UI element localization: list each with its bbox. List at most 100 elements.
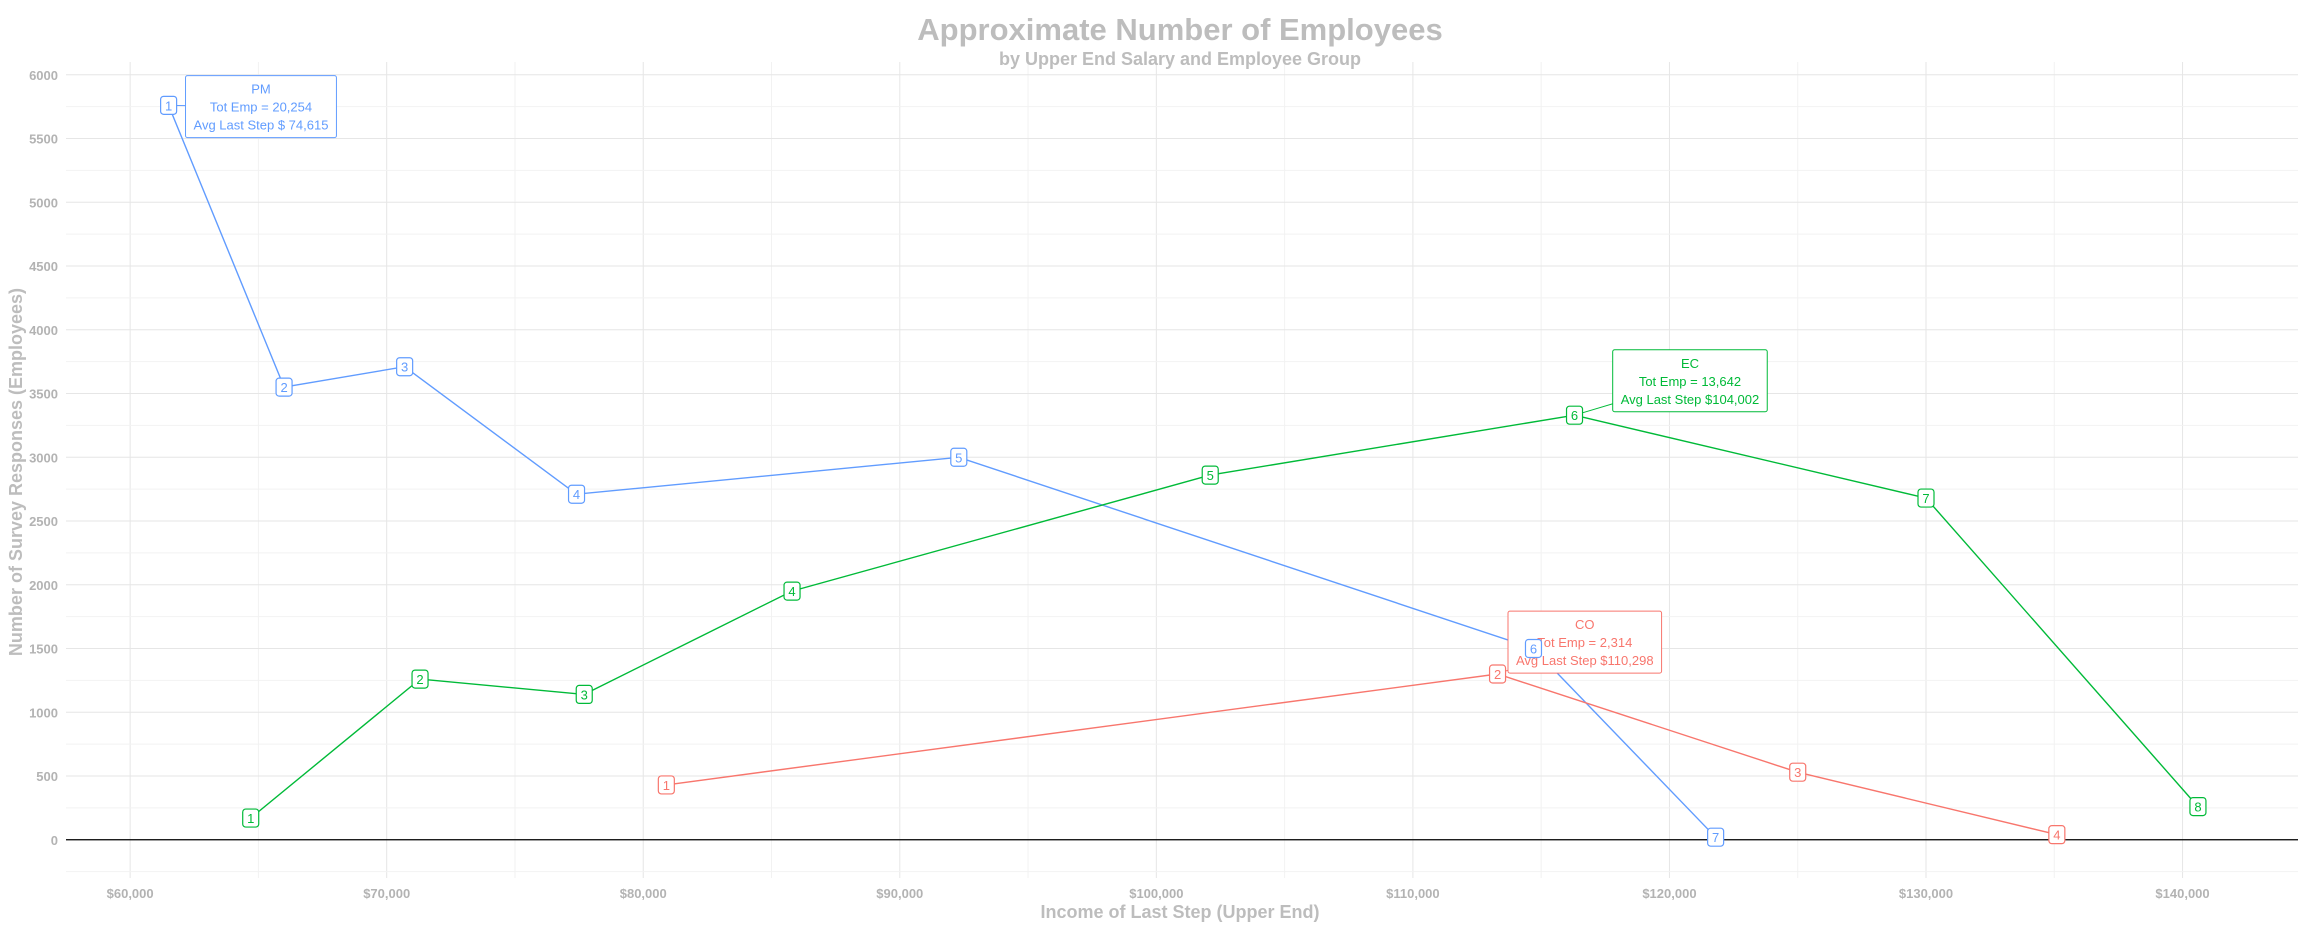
point-ec: 5 (1201, 465, 1219, 485)
point-label: 7 (1922, 491, 1929, 506)
point-label-box (950, 447, 968, 467)
point-ec: 8 (2189, 796, 2207, 817)
point-pm: 7 (1707, 827, 1725, 847)
annotation-co: CO Tot Emp = 2,314 Avg Last Step $110,298 (1497, 610, 1663, 675)
point-label: 4 (788, 584, 795, 599)
point-co: 1 (657, 775, 675, 795)
point-ec: 3 (575, 684, 593, 705)
point-label-box (783, 581, 801, 601)
annotation-box (185, 75, 337, 139)
annotations: PM Tot Emp = 20,254 Avg Last Step $ 74,615… (168, 75, 1768, 675)
x-axis-title: Income of Last Step (Upper End) (1040, 902, 1319, 922)
point-label-box (1524, 638, 1543, 659)
point-co: 3 (1789, 762, 1807, 782)
point-label-box (160, 95, 178, 115)
point-label-box (1917, 488, 1935, 508)
point-label: 3 (581, 687, 588, 702)
y-tick-label: 1500 (29, 642, 58, 657)
point-label: 6 (1530, 642, 1537, 657)
point-label-box (1789, 762, 1807, 782)
annotation-text: Avg Last Step $104,002 (1621, 392, 1760, 407)
annotation-text: Tot Emp = 13,642 (1639, 374, 1741, 389)
x-tick-label: $130,000 (1899, 886, 1953, 901)
y-tick-label: 0 (51, 833, 58, 848)
annotation-text: Avg Last Step $ 74,615 (194, 118, 329, 133)
annotation-text: Tot Emp = 2,314 (1537, 635, 1632, 650)
x-tick-label: $70,000 (363, 886, 410, 901)
y-tick-label: 2000 (29, 578, 58, 593)
chart-subtitle: by Upper End Salary and Employee Group (999, 49, 1361, 69)
point-ec: 1 (242, 808, 260, 828)
point-label-box (567, 484, 586, 504)
point-label: 5 (1207, 468, 1214, 483)
series-line-co (666, 673, 2057, 836)
point-label-box (396, 357, 414, 377)
point-label: 3 (401, 360, 408, 375)
point-label-box (1707, 827, 1725, 847)
point-label: 1 (247, 811, 254, 826)
point-label-box (242, 808, 260, 828)
x-tick-label: $80,000 (620, 886, 667, 901)
point-label-box (2189, 796, 2207, 817)
x-tick-label: $90,000 (876, 886, 923, 901)
point-label-box (1201, 465, 1219, 485)
y-tick-label: 2500 (29, 514, 58, 529)
x-tick-label: $60,000 (107, 886, 154, 901)
point-label-box (275, 377, 293, 397)
y-tick-label: 500 (36, 769, 58, 784)
point-label-box (1565, 405, 1584, 425)
point-label: 2 (280, 380, 287, 395)
point-co: 4 (2048, 825, 2066, 845)
point-label-box (575, 684, 593, 705)
annotation-text: Tot Emp = 20,254 (210, 100, 312, 115)
point-label-box (657, 775, 675, 795)
y-tick-label: 3000 (29, 450, 58, 465)
x-axis-ticks: $60,000 $70,000 $80,000 $90,000 $100,000 $110… (107, 886, 2210, 901)
point-label-box (1488, 664, 1507, 684)
y-tick-label: 5500 (29, 132, 58, 147)
point-label: 6 (1571, 408, 1578, 423)
point-ec: 7 (1917, 488, 1935, 508)
point-label: 7 (1712, 830, 1719, 845)
series-lines (167, 105, 2199, 838)
point-ec: 2 (411, 669, 429, 689)
annotation-box (1507, 610, 1663, 674)
chart-title: Approximate Number of Employees (917, 12, 1442, 47)
point-label-box (411, 669, 429, 689)
annotation-box (1612, 349, 1768, 413)
point-label: 1 (165, 98, 172, 113)
series-points: 1 2 3 4 5 6 7 1 2 3 4 5 6 7 8 1 2 3 4 (160, 95, 2207, 847)
point-label: 3 (1794, 765, 1801, 780)
annotation-pm: PM Tot Emp = 20,254 Avg Last Step $ 74,615 (168, 75, 337, 139)
y-tick-label: 5000 (29, 195, 58, 210)
point-pm: 6 (1524, 638, 1543, 659)
series-line-pm (167, 105, 1717, 838)
annotation-text: EC (1681, 356, 1699, 371)
y-axis-ticks: 0 500 1000 1500 2000 2500 3000 3500 4000 4500 5000… (29, 68, 58, 848)
point-label: 5 (955, 450, 962, 465)
point-label: 2 (1494, 667, 1501, 682)
point-label: 4 (2053, 828, 2060, 843)
x-tick-label: $100,000 (1129, 886, 1183, 901)
point-ec: 6 (1565, 405, 1584, 425)
y-tick-label: 1000 (29, 705, 58, 720)
point-pm: 5 (950, 447, 968, 467)
y-axis-title: Number of Survey Responses (Employees) (6, 288, 26, 656)
x-tick-label: $120,000 (1642, 886, 1696, 901)
series-line-ec (250, 414, 2199, 819)
point-pm: 2 (275, 377, 293, 397)
point-co: 2 (1488, 664, 1507, 684)
x-tick-label: $110,000 (1386, 886, 1440, 901)
x-tick-label: $140,000 (2155, 886, 2209, 901)
point-label: 4 (573, 487, 580, 502)
point-label-box (2048, 825, 2066, 845)
point-pm: 1 (160, 95, 178, 115)
y-tick-label: 6000 (29, 68, 58, 83)
point-pm: 3 (396, 357, 414, 377)
y-tick-label: 4500 (29, 259, 58, 274)
annotation-text: Avg Last Step $110,298 (1516, 653, 1654, 668)
grid (66, 62, 2298, 878)
y-tick-label: 3500 (29, 387, 58, 402)
point-label: 8 (2194, 800, 2201, 815)
